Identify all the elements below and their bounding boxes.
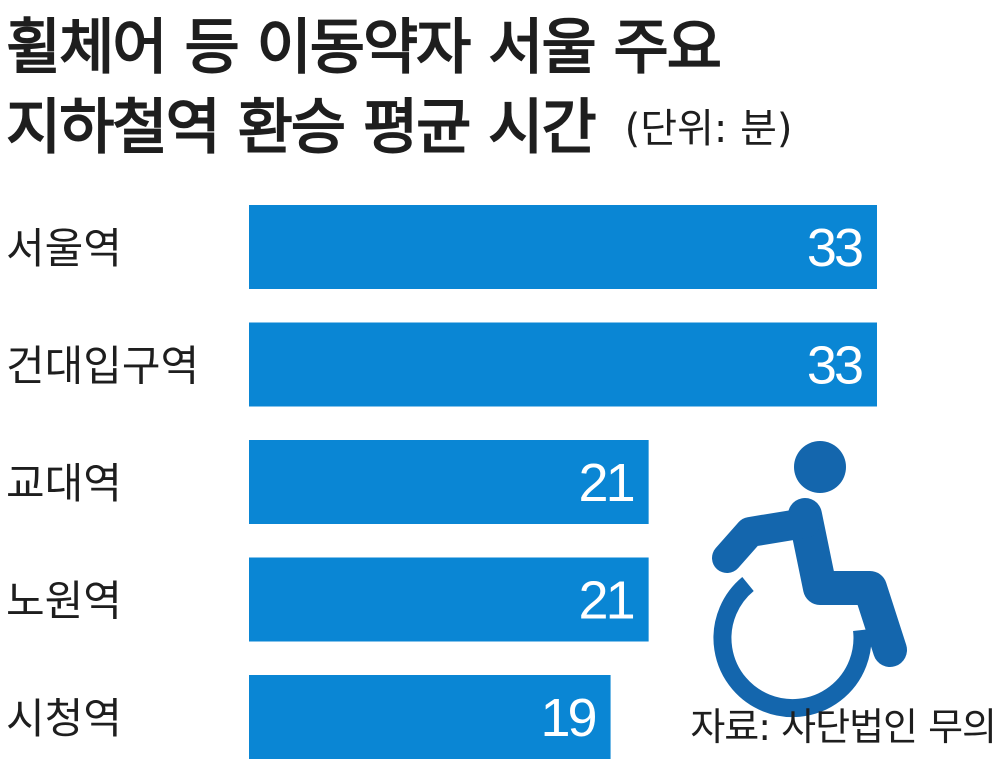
bar (249, 440, 649, 524)
bars-group: 서울역 33 건대입구역 33 교대역 21 노원역 21 시청역 19 (6, 205, 877, 759)
value-label: 33 (807, 336, 862, 396)
source-note: 자료: 사단법인 무의 (690, 705, 997, 749)
value-label: 21 (579, 453, 634, 513)
category-label: 서울역 (6, 224, 122, 273)
unit-label: (단위: 분) (624, 106, 793, 152)
value-label: 21 (579, 571, 634, 631)
category-label: 노원역 (6, 577, 122, 626)
title-line-1: 휠체어 등 이동약자 서울 주요 (6, 13, 722, 83)
category-label: 시청역 (6, 694, 122, 743)
title-line-2: 지하철역 환승 평균 시간 (단위: 분) (6, 88, 792, 175)
bar (249, 205, 877, 289)
bar (249, 322, 877, 407)
category-label: 건대입구역 (6, 342, 199, 391)
category-label: 교대역 (6, 459, 122, 508)
bar (249, 675, 611, 759)
bar (249, 557, 649, 642)
chart-title: 휠체어 등 이동약자 서울 주요 지하철역 환승 평균 시간 (단위: 분) (6, 8, 792, 175)
title-line-2-text: 지하철역 환승 평균 시간 (6, 93, 597, 163)
value-label: 33 (807, 218, 862, 278)
wheelchair-icon (712, 441, 907, 718)
value-label: 19 (540, 688, 595, 748)
